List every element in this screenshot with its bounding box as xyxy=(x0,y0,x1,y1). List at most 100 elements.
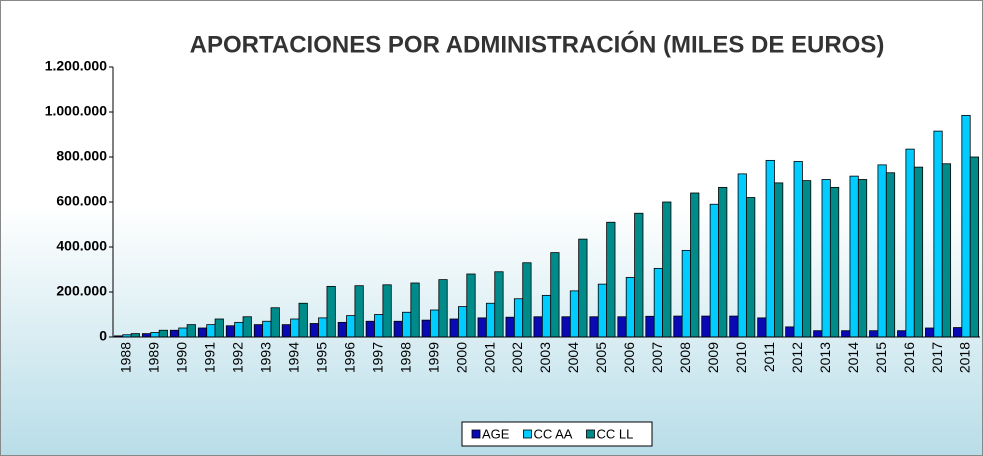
bar xyxy=(354,285,364,338)
bar xyxy=(877,164,887,338)
bar xyxy=(933,130,943,338)
bar xyxy=(718,186,728,338)
x-tick-label: 2007 xyxy=(649,342,665,373)
bar xyxy=(225,325,236,338)
bar xyxy=(953,327,963,338)
bar xyxy=(130,333,140,338)
bar xyxy=(757,317,767,338)
bar xyxy=(662,201,672,338)
chart-title: APORTACIONES POR ADMINISTRACIÓN (MILES D… xyxy=(190,30,885,58)
bar xyxy=(625,276,635,338)
x-tick-label: 1999 xyxy=(425,342,441,373)
bar xyxy=(449,318,459,338)
bar xyxy=(774,182,784,338)
y-tick-label: 600.000 xyxy=(56,193,107,209)
bar xyxy=(346,315,356,338)
y-tick-label: 1.200.000 xyxy=(45,58,107,74)
bar xyxy=(690,192,700,338)
bar xyxy=(505,316,515,338)
bar xyxy=(961,114,971,338)
bar xyxy=(485,302,496,338)
bar xyxy=(885,172,896,338)
bar xyxy=(262,320,272,338)
bar xyxy=(430,309,440,338)
bar xyxy=(253,324,264,338)
bar xyxy=(309,323,319,338)
x-tick-label: 2000 xyxy=(453,342,469,373)
bar xyxy=(281,324,291,338)
legend-swatch xyxy=(523,429,532,439)
bar xyxy=(178,327,188,338)
x-tick-label: 2015 xyxy=(873,342,889,373)
bar xyxy=(729,315,739,338)
bar xyxy=(477,317,487,338)
x-tick-label: 1997 xyxy=(369,342,385,373)
bar xyxy=(466,273,476,338)
bar xyxy=(438,279,448,338)
bar xyxy=(382,284,392,338)
bar xyxy=(522,262,532,338)
bar xyxy=(569,290,580,338)
bar xyxy=(701,315,711,338)
bar xyxy=(969,156,980,338)
bar xyxy=(589,316,599,338)
bar xyxy=(550,252,560,338)
x-tick-label: 1988 xyxy=(118,342,134,373)
x-tick-label: 1992 xyxy=(230,342,246,373)
bar xyxy=(841,330,851,338)
bar xyxy=(597,283,608,338)
bar xyxy=(925,327,935,338)
bar xyxy=(326,285,336,338)
bar xyxy=(337,321,347,338)
legend: AGE CC AA CC LL xyxy=(461,421,653,447)
bar xyxy=(150,332,160,338)
y-tick-label: 0 xyxy=(99,328,107,344)
bar xyxy=(849,175,859,338)
bar xyxy=(673,315,683,338)
bar xyxy=(561,316,571,338)
legend-swatch xyxy=(471,429,481,439)
x-tick-label: 1996 xyxy=(341,342,357,373)
bar xyxy=(141,333,152,338)
x-tick-label: 2010 xyxy=(733,342,749,373)
bar xyxy=(318,317,328,338)
x-tick-label: 1989 xyxy=(146,342,162,373)
bar xyxy=(653,267,663,338)
x-tick-label: 2014 xyxy=(845,342,861,373)
bar xyxy=(941,163,952,338)
bar xyxy=(802,180,812,338)
bar xyxy=(410,282,420,338)
legend-box xyxy=(461,421,653,447)
bar xyxy=(813,330,823,338)
bar xyxy=(765,159,775,338)
bar xyxy=(298,302,308,338)
x-tick-label: 2009 xyxy=(705,342,721,373)
x-tick-label: 2004 xyxy=(565,342,581,373)
x-tick-label: 2006 xyxy=(621,342,637,373)
x-tick-label: 1991 xyxy=(202,342,218,373)
x-tick-label: 2003 xyxy=(537,342,553,373)
bar xyxy=(158,329,168,338)
bar xyxy=(869,330,879,338)
bar xyxy=(578,238,588,338)
bar xyxy=(533,316,543,338)
bar xyxy=(197,327,208,338)
x-tick-label: 2002 xyxy=(509,342,525,373)
x-tick-label: 2008 xyxy=(677,342,693,373)
bar xyxy=(290,318,300,338)
bar xyxy=(897,330,907,338)
x-tick-label: 1993 xyxy=(258,342,274,373)
x-tick-label: 2017 xyxy=(929,342,945,373)
legend-label: CC LL xyxy=(596,426,633,441)
bar xyxy=(829,186,840,338)
x-tick-label: 2013 xyxy=(817,342,833,373)
bar xyxy=(494,271,504,338)
bar xyxy=(905,148,915,338)
legend-label: AGE xyxy=(482,426,510,441)
bar xyxy=(681,249,691,338)
x-tick-label: 2001 xyxy=(481,342,497,373)
bar xyxy=(393,320,403,338)
y-tick-label: 400.000 xyxy=(56,238,107,254)
bar xyxy=(169,329,180,338)
